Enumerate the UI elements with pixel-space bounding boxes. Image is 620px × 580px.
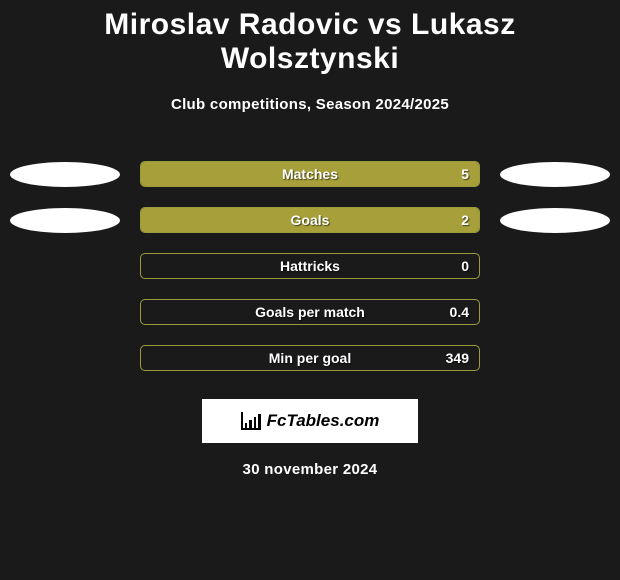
stat-value: 0.4 — [450, 304, 469, 320]
stat-value: 5 — [461, 166, 469, 182]
stat-value: 0 — [461, 258, 469, 274]
date-label: 30 november 2024 — [243, 461, 378, 478]
logo-text: FcTables.com — [267, 411, 380, 431]
stats-list: Matches 5 Goals 2 Hattricks 0 Goals per match 0… — [20, 161, 600, 371]
stat-bar: Min per goal 349 — [140, 345, 480, 371]
stat-bar: Goals 2 — [140, 207, 480, 233]
right-indicator-ellipse — [500, 346, 610, 371]
stat-row: Hattricks 0 — [20, 253, 600, 279]
page-title: Miroslav Radovic vs Lukasz Wolsztynski — [20, 8, 600, 76]
right-indicator-ellipse — [500, 208, 610, 233]
right-indicator-ellipse — [500, 300, 610, 325]
stat-bar: Goals per match 0.4 — [140, 299, 480, 325]
stat-label: Matches — [282, 166, 338, 182]
comparison-widget: Miroslav Radovic vs Lukasz Wolsztynski C… — [0, 0, 620, 478]
left-indicator-ellipse — [10, 208, 120, 233]
left-indicator-ellipse — [10, 162, 120, 187]
left-indicator-ellipse — [10, 300, 120, 325]
stat-label: Hattricks — [280, 258, 340, 274]
stat-label: Goals — [291, 212, 330, 228]
stat-row: Matches 5 — [20, 161, 600, 187]
fctables-logo-link[interactable]: FcTables.com — [202, 399, 418, 443]
left-indicator-ellipse — [10, 346, 120, 371]
subtitle: Club competitions, Season 2024/2025 — [171, 96, 449, 113]
stat-bar: Matches 5 — [140, 161, 480, 187]
stat-label: Min per goal — [269, 350, 351, 366]
barchart-icon — [241, 412, 261, 430]
stat-row: Goals 2 — [20, 207, 600, 233]
stat-label: Goals per match — [255, 304, 365, 320]
stat-row: Min per goal 349 — [20, 345, 600, 371]
stat-row: Goals per match 0.4 — [20, 299, 600, 325]
right-indicator-ellipse — [500, 162, 610, 187]
stat-value: 349 — [446, 350, 469, 366]
left-indicator-ellipse — [10, 254, 120, 279]
stat-value: 2 — [461, 212, 469, 228]
right-indicator-ellipse — [500, 254, 610, 279]
stat-bar: Hattricks 0 — [140, 253, 480, 279]
